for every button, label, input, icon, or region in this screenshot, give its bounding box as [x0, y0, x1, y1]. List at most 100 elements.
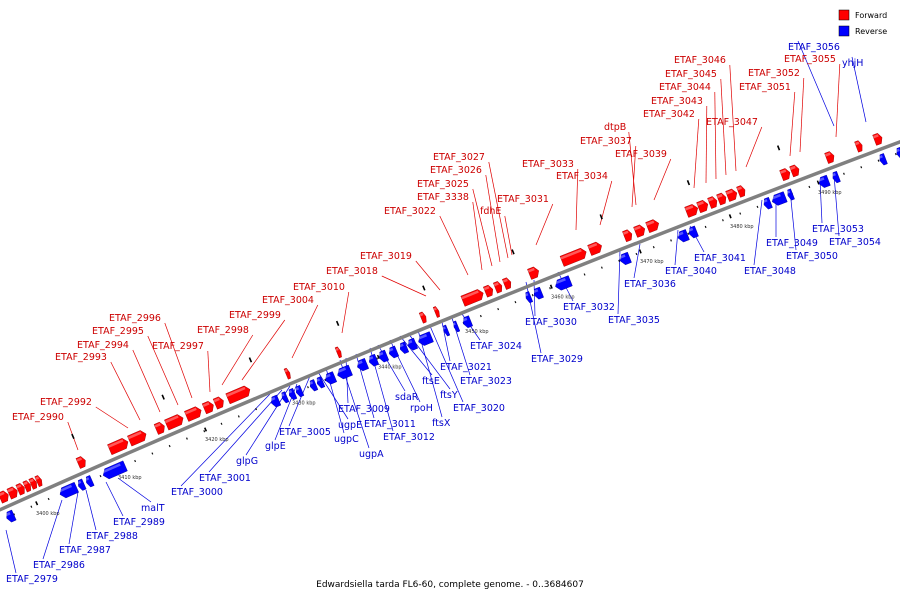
forward-gene — [736, 185, 746, 198]
leader-line — [164, 322, 193, 399]
leader-lines — [5, 40, 867, 574]
leader-line — [653, 158, 672, 201]
leader-line — [415, 260, 441, 291]
leader-line — [429, 325, 464, 403]
forward-gene — [184, 406, 202, 422]
leader-line — [504, 215, 513, 256]
reverse-gene — [84, 475, 95, 488]
scale-ticks: 3400 kbp 3410 kbp 3420 kbp 3430 kbp 3440 kbp… — [13, 145, 897, 517]
leader-line — [288, 375, 311, 427]
leader-line — [631, 145, 637, 208]
reverse-gene-label: ftsE — [422, 376, 440, 387]
forward-gene — [716, 192, 727, 206]
forward-gene-label: ETAF_2998 — [197, 325, 249, 336]
forward-gene — [201, 401, 214, 415]
forward-gene — [15, 483, 25, 496]
leader-line — [68, 491, 79, 545]
reverse-gene-label: ETAF_2979 — [6, 574, 58, 585]
forward-gene-label: ETAF_3042 — [643, 109, 695, 120]
reverse-gene — [416, 331, 434, 346]
leader-line — [851, 56, 867, 123]
reverse-gene-label: ETAF_3048 — [744, 266, 796, 277]
minor-tick — [514, 300, 517, 304]
reverse-gene — [770, 191, 788, 206]
minor-tick — [549, 287, 551, 290]
reverse-gene-label: ETAF_3021 — [440, 362, 492, 373]
leader-line — [105, 481, 124, 517]
minor-tick — [203, 430, 206, 433]
reverse-gene — [442, 324, 451, 337]
reverse-gene-label: ETAF_3020 — [453, 403, 505, 414]
forward-gene-label: dtpB — [604, 122, 626, 133]
minor-tick — [30, 505, 33, 508]
minor-tick — [652, 246, 655, 249]
leader-line — [745, 126, 763, 168]
forward-gene-label: ETAF_3027 — [433, 152, 485, 163]
forward-gene-label: ETAF_3055 — [784, 54, 836, 65]
forward-gene — [212, 396, 224, 410]
minor-tick — [99, 474, 102, 478]
leader-line — [132, 349, 161, 413]
minor-tick — [168, 444, 171, 448]
upper-tick — [686, 180, 691, 186]
forward-gene — [725, 188, 738, 202]
leader-line — [714, 91, 717, 180]
reverse-gene-label: ETAF_2989 — [113, 517, 165, 528]
reverse-gene — [687, 225, 699, 239]
forward-gene-label: ETAF_3026 — [430, 165, 482, 176]
reverse-gene — [335, 364, 353, 380]
leader-line — [180, 393, 271, 487]
leader-line — [628, 131, 637, 206]
reverse-gene-label: ETAF_3011 — [364, 419, 416, 430]
reverse-gene-label: ETAF_3000 — [171, 487, 223, 498]
reverse-gene — [461, 315, 473, 329]
forward-gene-label: ETAF_2992 — [40, 397, 92, 408]
forward-gene-label: ETAF_2993 — [55, 352, 107, 363]
leader-line — [241, 319, 286, 381]
reverse-gene-label: ETAF_2986 — [33, 560, 85, 571]
forward-gene — [483, 284, 493, 298]
reverse-gene-label: ETAF_2987 — [59, 545, 111, 556]
tick-label: 3450 kbp — [465, 329, 489, 335]
minor-tick — [186, 437, 188, 440]
upper-tick — [161, 394, 165, 400]
reverse-gene-label: ETAF_3056 — [788, 42, 840, 53]
minor-tick — [151, 452, 154, 455]
upper-tick — [248, 357, 253, 363]
legend: Forward Reverse — [838, 9, 887, 37]
reverse-gene — [315, 376, 326, 389]
forward-gene-label: ETAF_3031 — [497, 194, 549, 205]
reverse-gene-label: ugpE — [338, 420, 362, 431]
leader-line — [753, 199, 763, 266]
leader-line — [417, 329, 443, 418]
leader-line — [535, 203, 554, 246]
reverse-gene-label: ftsY — [440, 390, 458, 401]
leader-line — [472, 188, 493, 267]
forward-gene — [6, 486, 18, 500]
leader-line — [835, 63, 841, 138]
minor-tick — [670, 239, 672, 242]
leader-line — [485, 174, 501, 263]
leader-line — [42, 499, 63, 560]
legend-label-reverse: Reverse — [855, 27, 887, 36]
reverse-gene-label: ETAF_3049 — [766, 238, 818, 249]
tick-label: 3460 kbp — [551, 294, 575, 300]
minor-tick — [134, 459, 137, 463]
minor-tick — [808, 185, 811, 189]
forward-gene-label: ETAF_3018 — [326, 266, 378, 277]
reverse-gene — [308, 379, 319, 392]
leader-line — [488, 161, 509, 259]
forward-gene — [334, 346, 342, 359]
tick-label: 3420 kbp — [205, 437, 229, 443]
forward-gene-label: ETAF_3037 — [580, 136, 632, 147]
minor-tick — [704, 225, 707, 229]
reverse-gene — [398, 341, 410, 354]
minor-tick — [635, 252, 638, 256]
reverse-gene-label: ETAF_3009 — [338, 404, 390, 415]
reverse-gene-label: ETAF_2988 — [86, 531, 138, 542]
reverse-gene — [553, 275, 573, 291]
leader-line — [720, 78, 727, 176]
reverse-gene — [406, 337, 419, 351]
leader-line — [797, 40, 835, 127]
